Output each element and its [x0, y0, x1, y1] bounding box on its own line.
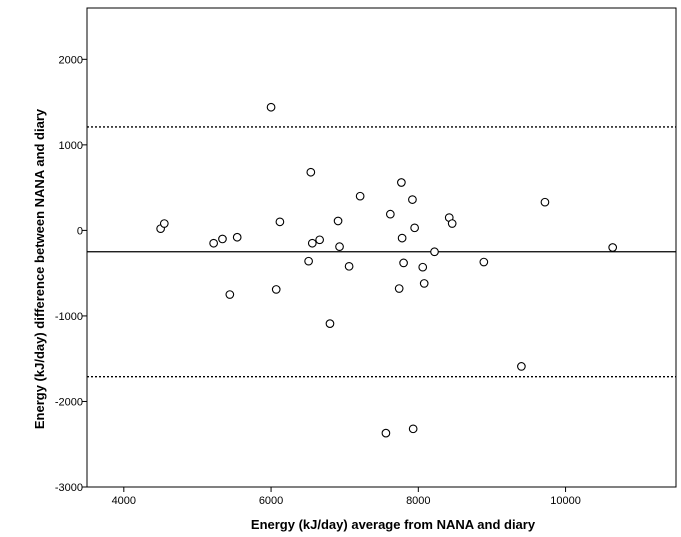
data-point — [335, 242, 344, 251]
data-point — [381, 428, 391, 438]
data-point — [333, 216, 343, 226]
data-point — [325, 319, 335, 328]
axis-ticks: 4000 6000 8000 10000 -3000 -2000 -1000 0 1000 200… — [55, 54, 581, 507]
data-point — [608, 243, 618, 252]
data-point — [304, 256, 313, 266]
x-axis-title: Energy (kJ/day) average from NANA and di… — [251, 517, 536, 532]
data-point — [344, 261, 354, 271]
data-point — [209, 238, 218, 248]
x-tick-label: 10000 — [550, 495, 581, 507]
data-point — [479, 257, 489, 267]
x-tick-label: 6000 — [259, 495, 283, 507]
y-tick-label: -3000 — [55, 482, 83, 494]
data-point — [447, 219, 457, 228]
data-point — [410, 223, 419, 233]
data-point — [218, 234, 227, 244]
data-point — [418, 262, 428, 272]
y-tick-label: 1000 — [59, 140, 83, 152]
y-tick-label: 0 — [77, 225, 83, 237]
x-tick-label: 8000 — [406, 495, 430, 507]
data-point — [397, 178, 406, 187]
data-point — [307, 238, 317, 248]
data-point — [355, 191, 365, 201]
y-axis-title: Energy (kJ/day) difference between NANA … — [32, 108, 47, 429]
data-point — [540, 197, 550, 207]
data-point — [225, 290, 235, 299]
data-point — [306, 167, 316, 177]
x-tick-label: 4000 — [112, 495, 136, 507]
data-point — [232, 232, 242, 242]
y-tick-label: -1000 — [55, 311, 83, 323]
data-point — [159, 219, 169, 228]
data-point — [266, 102, 276, 112]
data-point — [517, 362, 526, 371]
data-point — [399, 258, 408, 268]
data-point — [408, 424, 418, 434]
data-point — [394, 284, 404, 293]
y-tick-label: 2000 — [59, 54, 83, 66]
reference-lines — [87, 126, 676, 378]
data-point — [430, 247, 439, 257]
data-points — [156, 102, 618, 438]
plot-frame — [86, 7, 677, 488]
data-point — [408, 195, 417, 204]
data-point — [397, 233, 407, 243]
data-point — [385, 209, 395, 219]
data-point — [419, 279, 429, 288]
data-point — [315, 235, 325, 245]
y-tick-label: -2000 — [55, 396, 83, 408]
data-point — [271, 285, 281, 294]
data-point — [275, 217, 285, 227]
